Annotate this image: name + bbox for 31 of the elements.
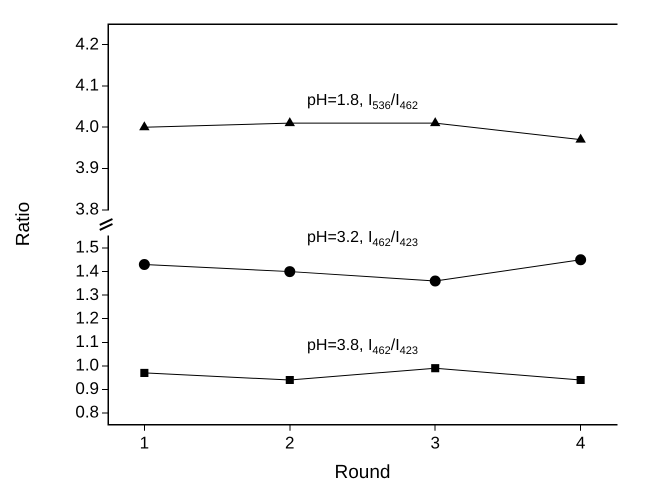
point (575, 254, 586, 266)
x-tick-label: 2 (285, 434, 295, 453)
y-tick-label: 1.1 (75, 332, 99, 351)
point (286, 376, 294, 384)
x-tick-label: 1 (140, 434, 150, 453)
y-axis-title: Ratio (13, 200, 35, 248)
point (140, 368, 148, 377)
y-tick-label: 3.9 (75, 158, 99, 178)
y-tick-label: 1.5 (75, 238, 99, 257)
y-tick-label: 3.8 (75, 199, 99, 218)
point (430, 275, 441, 286)
y-tick-label: 4.1 (75, 76, 99, 95)
y-tick-label: 1.0 (75, 356, 99, 375)
point (284, 266, 296, 278)
y-tick-label: 0.9 (75, 379, 99, 398)
point (576, 376, 585, 384)
x-axis-title: Round (334, 462, 390, 483)
y-tick-label: 4.0 (75, 116, 99, 136)
x-tick-label: 4 (576, 434, 586, 453)
y-tick-label: 1.2 (75, 308, 99, 328)
y-tick-label: 1.4 (75, 261, 99, 280)
point (140, 122, 150, 130)
point (138, 258, 150, 270)
point (431, 364, 440, 372)
y-tick-label: 4.2 (75, 34, 99, 54)
y-tick-label: 1.3 (75, 284, 99, 304)
x-tick-label: 3 (430, 434, 440, 453)
y-tick-label: 0.8 (75, 402, 99, 422)
point (576, 134, 586, 143)
point (284, 118, 295, 126)
point (430, 118, 440, 126)
